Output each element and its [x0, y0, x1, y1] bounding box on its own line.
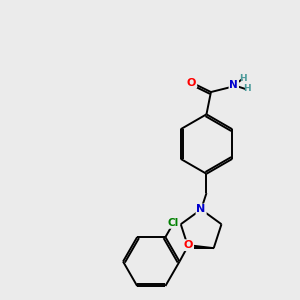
Text: O: O	[184, 240, 193, 250]
Text: Cl: Cl	[168, 218, 179, 228]
Text: N: N	[230, 80, 238, 90]
Text: O: O	[187, 77, 196, 88]
Text: H: H	[243, 84, 251, 93]
Text: N: N	[196, 204, 206, 214]
Text: H: H	[239, 74, 247, 83]
